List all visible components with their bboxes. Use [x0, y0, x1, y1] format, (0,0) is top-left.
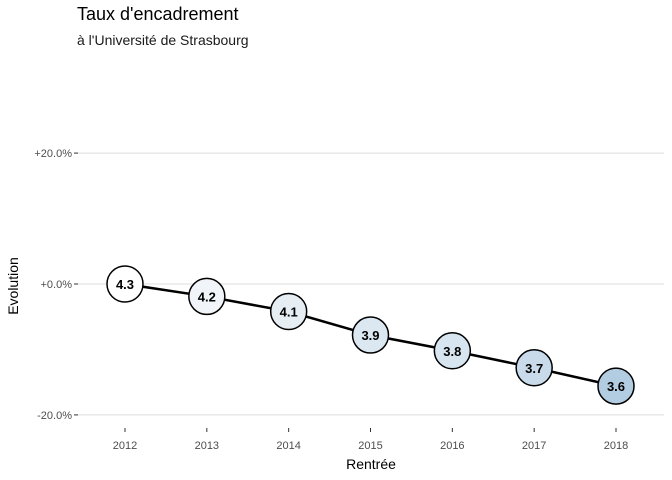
point-label: 3.9: [361, 328, 379, 343]
point-marker: [597, 367, 635, 405]
point-label: 4.3: [116, 277, 134, 292]
point-marker: [351, 316, 390, 354]
point-label: 3.6: [607, 379, 625, 394]
x-tick-label: 2014: [276, 440, 300, 452]
x-tick-label: 2013: [195, 440, 219, 452]
chart-title: Taux d'encadrement: [77, 4, 239, 24]
chart-subtitle: à l'Université de Strasbourg: [77, 32, 249, 48]
x-tick-label: 2017: [522, 440, 546, 452]
x-tick-label: 2012: [113, 440, 137, 452]
y-tick-label: -20.0%: [37, 410, 72, 422]
data-point: 4.1: [269, 292, 308, 331]
x-tick-label: 2015: [358, 440, 382, 452]
data-point: 3.6: [597, 367, 635, 405]
grid-lines: [78, 152, 664, 416]
data-point: 4.3: [106, 265, 144, 303]
y-tick-label: +0.0%: [41, 279, 73, 291]
point-marker: [433, 332, 472, 370]
x-axis-ticks: 2012 2013 2014 2015 2016 2017 2018: [113, 428, 628, 452]
point-marker: [515, 349, 553, 387]
point-label: 3.7: [525, 361, 543, 376]
point-label: 4.2: [198, 289, 216, 304]
x-axis-title: Rentrée: [346, 456, 396, 472]
data-point: 3.9: [351, 316, 390, 354]
data-point: 3.8: [433, 332, 472, 370]
point-marker: [269, 292, 308, 331]
point-label: 4.1: [280, 304, 298, 319]
data-points: 4.3 4.2 4.1 3.9 3.8 3.7 3.6: [106, 265, 635, 405]
y-axis-title: Evolution: [5, 257, 21, 315]
point-marker: [106, 265, 144, 303]
x-tick-label: 2018: [604, 440, 628, 452]
data-point: 4.2: [188, 277, 226, 316]
point-label: 3.8: [443, 344, 461, 359]
x-tick-label: 2016: [440, 440, 464, 452]
point-marker: [188, 277, 226, 316]
y-axis-ticks: +20.0% +0.0% -20.0%: [34, 148, 78, 422]
y-tick-label: +20.0%: [34, 148, 72, 160]
data-point: 3.7: [515, 349, 553, 387]
